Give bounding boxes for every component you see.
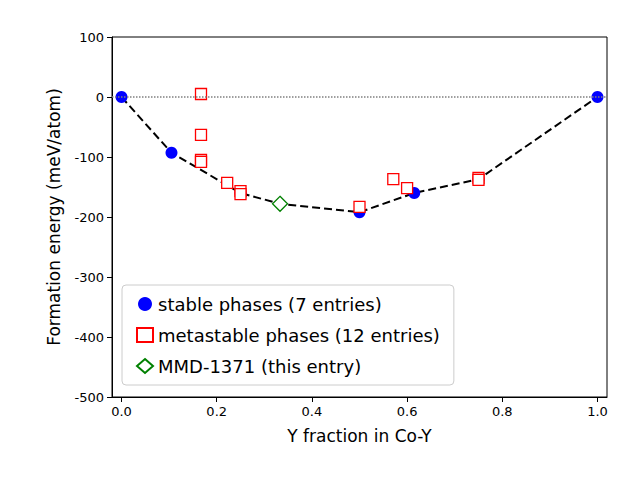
svg-text:stable phases (7 entries): stable phases (7 entries) [158,294,382,315]
svg-text:metastable phases (12 entries): metastable phases (12 entries) [158,325,440,346]
svg-text:0.2: 0.2 [206,404,227,419]
svg-text:-200: -200 [74,210,104,225]
svg-text:1.0: 1.0 [587,404,608,419]
svg-text:0.6: 0.6 [397,404,418,419]
svg-text:0.0: 0.0 [111,404,132,419]
svg-text:Formation energy (meV/atom): Formation energy (meV/atom) [44,88,64,346]
svg-text:-400: -400 [74,330,104,345]
svg-text:-300: -300 [74,270,104,285]
svg-text:Y fraction in Co-Y: Y fraction in Co-Y [286,426,432,446]
svg-text:MMD-1371 (this entry): MMD-1371 (this entry) [158,356,361,377]
svg-text:0.4: 0.4 [302,404,323,419]
svg-text:-500: -500 [74,390,104,405]
svg-text:0.8: 0.8 [492,404,513,419]
svg-text:100: 100 [79,30,104,45]
svg-text:0: 0 [96,90,104,105]
svg-text:-100: -100 [74,150,104,165]
